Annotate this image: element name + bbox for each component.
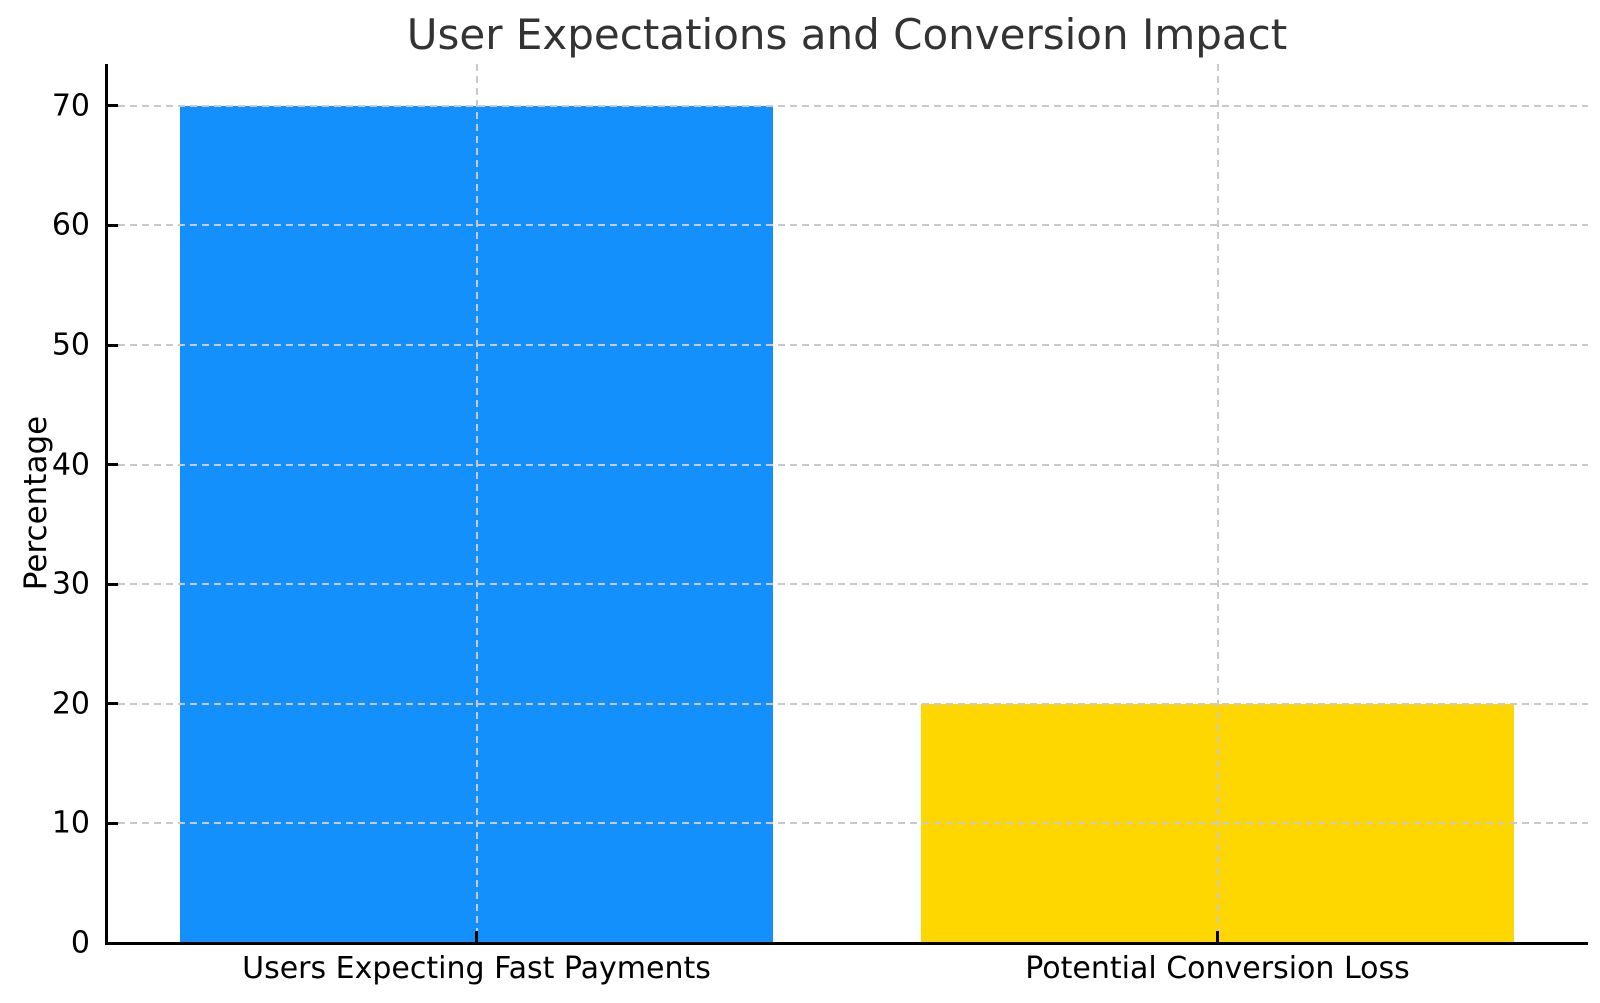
y-tick xyxy=(106,463,118,467)
y-tick xyxy=(106,104,118,108)
v-gridline xyxy=(475,64,478,943)
left-spine xyxy=(104,64,108,945)
y-tick-label: 50 xyxy=(51,327,90,363)
y-tick xyxy=(106,821,118,825)
h-gridline xyxy=(106,463,1588,466)
h-gridline xyxy=(106,822,1588,825)
h-gridline xyxy=(106,104,1588,107)
y-tick xyxy=(106,343,118,347)
x-tick-label: Users Expecting Fast Payments xyxy=(242,951,711,986)
chart-title: User Expectations and Conversion Impact xyxy=(406,10,1288,59)
h-gridline xyxy=(106,224,1588,227)
x-tick xyxy=(475,931,478,943)
y-tick-label: 20 xyxy=(51,686,90,722)
y-tick-label: 60 xyxy=(51,207,90,243)
y-tick-label: 40 xyxy=(51,447,90,483)
y-tick xyxy=(106,702,118,706)
y-tick xyxy=(106,223,118,227)
y-tick-label: 30 xyxy=(51,566,90,602)
bottom-spine xyxy=(104,941,1588,945)
v-gridline xyxy=(1216,64,1219,943)
y-tick-label: 0 xyxy=(70,925,90,961)
y-axis-label: Percentage xyxy=(18,415,54,591)
y-tick xyxy=(106,941,118,945)
h-gridline xyxy=(106,583,1588,586)
x-tick xyxy=(1216,931,1219,943)
y-tick-label: 10 xyxy=(51,805,90,841)
h-gridline xyxy=(106,344,1588,347)
plot-area: 0 10 20 30 40 50 60 70 Users Expecting Fast Paym… xyxy=(52,64,1588,986)
y-tick xyxy=(106,582,118,586)
h-gridline xyxy=(106,702,1588,705)
x-tick-label: Potential Conversion Loss xyxy=(1025,951,1410,986)
y-tick-label: 70 xyxy=(51,88,90,124)
